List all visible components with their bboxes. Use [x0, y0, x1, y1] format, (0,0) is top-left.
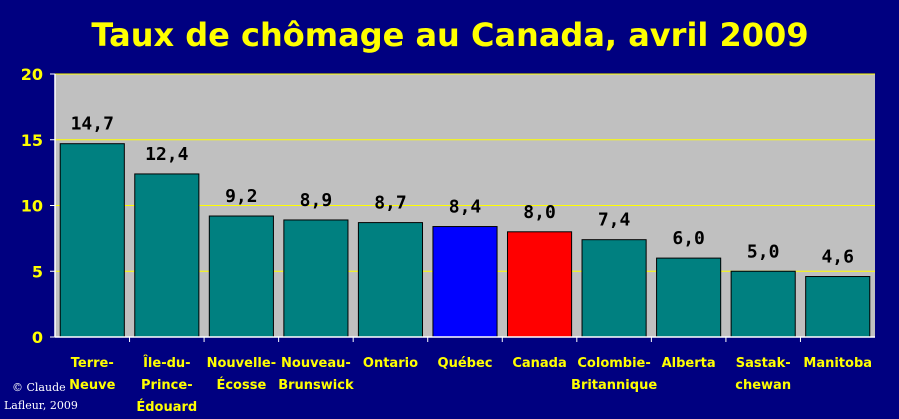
data-label: 8,4: [449, 197, 482, 218]
y-tick-label: 0: [32, 328, 43, 347]
data-label: 5,0: [747, 241, 780, 262]
x-tick-label: Ontario: [363, 356, 418, 371]
data-label: 9,2: [225, 186, 258, 207]
data-label: 7,4: [598, 210, 631, 231]
credit-line: Lafleur, 2009: [4, 399, 78, 412]
data-label: 4,6: [821, 247, 854, 268]
x-tick-label: Canada: [512, 356, 566, 371]
x-tick-label: Sastak-chewan: [735, 356, 791, 393]
data-label: 8,9: [300, 190, 333, 211]
x-tick-label: Terre-Neuve: [69, 356, 115, 393]
y-tick-label: 20: [21, 65, 43, 84]
data-label: 12,4: [145, 144, 189, 165]
data-label: 14,7: [71, 114, 114, 135]
credit-line: © Claude: [12, 381, 66, 394]
y-tick-label: 5: [32, 262, 43, 281]
x-tick-label: Nouvelle-Écosse: [207, 356, 276, 393]
data-label: 8,7: [374, 193, 407, 214]
x-tick-label: Nouveau-Brunswick: [278, 356, 354, 393]
bar: [208, 215, 274, 338]
bar: [656, 257, 722, 338]
bar: [581, 239, 647, 338]
x-tick-label: Colombie-Britannique: [571, 356, 657, 393]
y-tick-label: 10: [21, 197, 43, 216]
bar: [283, 219, 349, 338]
bar: [134, 173, 200, 338]
y-tick-label: 15: [21, 131, 43, 150]
data-label: 8,0: [523, 202, 556, 223]
x-tick-label: Manitoba: [803, 356, 872, 371]
x-tick-label: Québec: [438, 356, 493, 371]
bar: [805, 276, 871, 338]
bar: [432, 226, 498, 338]
data-label: 6,0: [672, 228, 705, 249]
copyright-credit: © Claude Lafleur, 2009: [4, 381, 78, 412]
bar: [59, 143, 125, 338]
bar: [506, 231, 573, 338]
bar: [730, 270, 796, 338]
chart-title: Taux de chômage au Canada, avril 2009: [91, 16, 808, 54]
x-tick-label: Île-du-Prince-Édouard: [136, 355, 197, 415]
x-tick-label: Alberta: [662, 356, 716, 371]
bar: [357, 222, 424, 338]
